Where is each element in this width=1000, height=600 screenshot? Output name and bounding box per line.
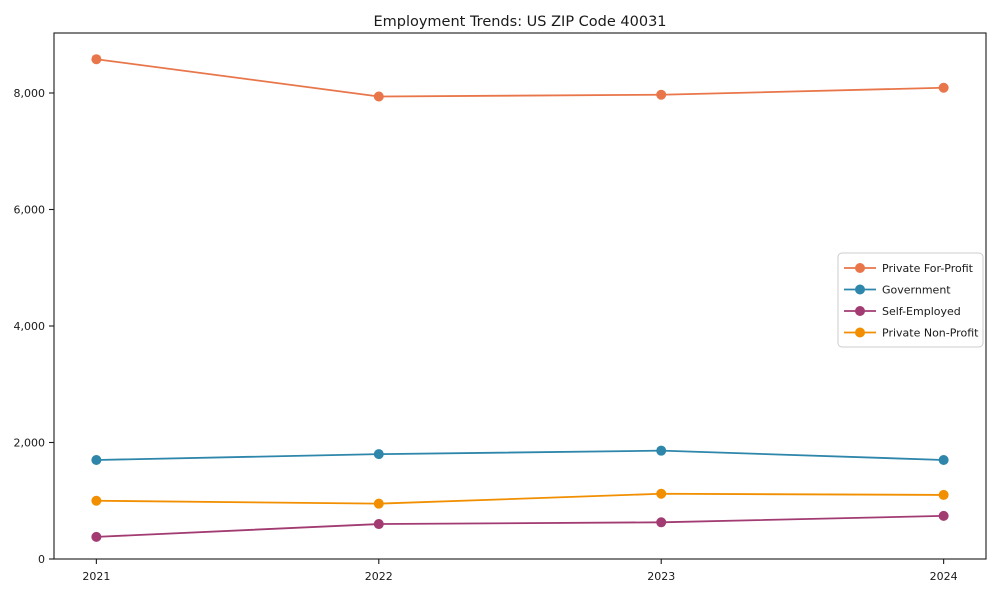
legend-label-self-employed: Self-Employed: [882, 305, 961, 318]
data-point-private-for-profit-2021: [91, 54, 102, 65]
legend-entry-private-non-profit: Private Non-Profit: [844, 327, 979, 340]
legend-entry-government: Government: [844, 284, 951, 297]
data-point-private-for-profit-2023: [656, 89, 667, 100]
data-point-private-non-profit-2024: [938, 489, 949, 500]
y-tick-label: 4,000: [14, 320, 46, 333]
data-point-private-for-profit-2022: [373, 91, 384, 102]
data-point-government-2022: [373, 449, 384, 460]
y-tick-label: 2,000: [14, 436, 46, 449]
series-line-government: [95, 449, 945, 461]
chart-title: Employment Trends: US ZIP Code 40031: [373, 14, 666, 30]
plot-border: [53, 32, 987, 560]
data-point-government-2021: [91, 454, 102, 465]
legend-entry-private-for-profit: Private For-Profit: [844, 262, 974, 275]
x-tick-label: 2023: [647, 570, 675, 583]
legend-entry-self-employed: Self-Employed: [844, 305, 961, 318]
y-tick-label: 6,000: [14, 203, 46, 216]
data-point-private-non-profit-2021: [91, 495, 102, 506]
legend-label-private-for-profit: Private For-Profit: [882, 262, 974, 275]
x-tick-label: 2024: [930, 570, 958, 583]
legend-marker-self-employed: [855, 306, 865, 316]
data-point-government-2023: [656, 445, 667, 456]
data-point-self-employed-2023: [656, 517, 667, 528]
legend-label-private-non-profit: Private Non-Profit: [882, 327, 979, 340]
data-point-self-employed-2021: [91, 531, 102, 542]
series-line-self-employed: [95, 514, 945, 538]
x-tick-label: 2022: [365, 570, 393, 583]
y-tick-label: 8,000: [14, 87, 46, 100]
data-point-government-2024: [938, 454, 949, 465]
data-point-private-non-profit-2022: [373, 498, 384, 509]
legend-marker-private-for-profit: [855, 263, 865, 273]
data-point-private-for-profit-2024: [938, 82, 949, 93]
legend-marker-private-non-profit: [855, 327, 865, 338]
y-tick-label: 0: [38, 553, 45, 566]
series-line-private-non-profit: [95, 492, 945, 505]
series-line-private-for-profit: [95, 58, 945, 98]
data-point-self-employed-2024: [938, 510, 949, 521]
data-point-self-employed-2022: [373, 519, 384, 530]
legend-marker-government: [855, 284, 865, 295]
data-point-private-non-profit-2023: [656, 488, 667, 499]
x-tick-label: 2021: [82, 570, 110, 583]
legend-label-government: Government: [882, 284, 951, 297]
legend-box: [837, 252, 984, 348]
